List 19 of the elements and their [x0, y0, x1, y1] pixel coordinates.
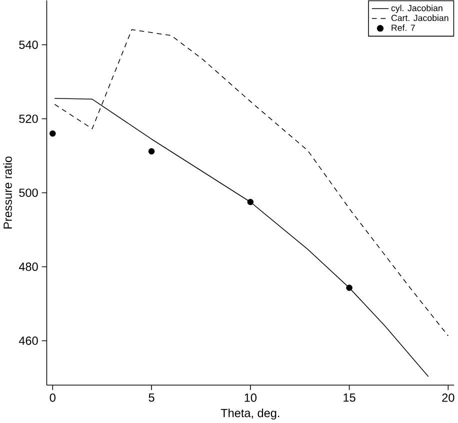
point: [50, 130, 56, 137]
x-tick-label: 0: [50, 394, 56, 402]
legend-label: cyl. Jacobian: [391, 4, 442, 14]
y-axis-title: Pressure ratio: [3, 156, 12, 229]
y-tick-label: 480: [18, 262, 38, 271]
x-tick-label: 20: [442, 394, 454, 402]
x-axis-title: Theta, deg.: [220, 408, 280, 420]
legend-label: Cart. Jacobian: [391, 14, 448, 22]
point: [148, 148, 155, 155]
point: [247, 198, 254, 206]
x-tick-label: 15: [344, 394, 356, 402]
y-tick-label: 500: [19, 188, 38, 197]
x-tick-label: 5: [148, 394, 154, 402]
x-tick-label: 10: [244, 394, 257, 402]
y-tick-label: 520: [19, 114, 38, 124]
legend-label: Ref. 7: [392, 24, 415, 31]
y-tick-label: 540: [19, 40, 38, 50]
point: [346, 284, 352, 292]
y-tick-label: 460: [18, 336, 38, 345]
